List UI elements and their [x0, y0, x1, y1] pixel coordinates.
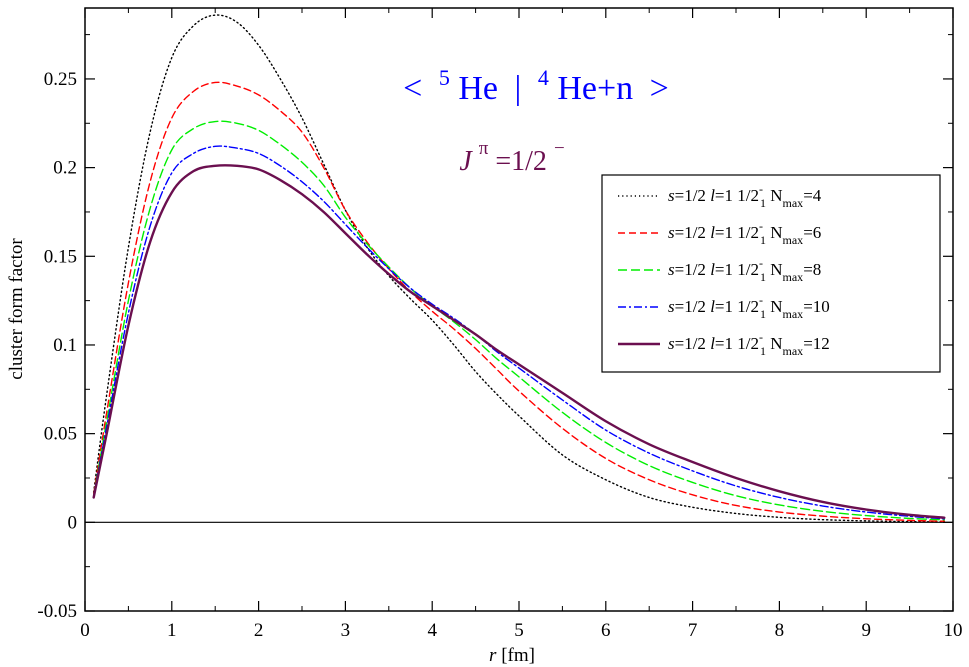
- x-tick-label: 6: [601, 620, 611, 641]
- x-tick-label: 2: [254, 620, 264, 641]
- x-tick-label: 9: [861, 620, 871, 641]
- x-axis-title: r [fm]: [489, 645, 535, 666]
- title-separator: |: [515, 70, 522, 107]
- x-tick-label: 0: [80, 620, 90, 641]
- y-axis-title: cluster form factor: [6, 238, 27, 380]
- y-tick-label: 0.25: [44, 69, 77, 90]
- chart-title: < 5 He | 4 He+n >: [403, 56, 669, 107]
- y-tick-label: 0.15: [44, 246, 77, 267]
- series-line-nmax-4: [92, 14, 946, 523]
- chart-subtitle: J π =1/2 −: [459, 130, 564, 177]
- x-tick-label: 4: [427, 620, 437, 641]
- x-axis-unit: [fm]: [496, 645, 535, 666]
- y-tick-label: 0.1: [53, 335, 77, 356]
- x-tick-label: 5: [514, 620, 524, 641]
- x-tick-label: 7: [688, 620, 698, 641]
- y-tick-label: 0.05: [44, 424, 77, 445]
- title-nucleus-a: He: [458, 70, 498, 107]
- y-tick-label: 0.2: [53, 158, 77, 179]
- series-line-nmax-6: [92, 81, 946, 522]
- x-tick-label: 3: [341, 620, 351, 641]
- title-open-bracket: <: [403, 70, 422, 107]
- subtitle-value-sign: −: [554, 138, 565, 159]
- subtitle-parity: π: [479, 138, 489, 159]
- title-nucleus-b: He+n: [557, 70, 633, 107]
- legend-entry-label: s=1/2 l=1 1/2-1 Nmax=10: [668, 293, 830, 321]
- y-tick-label: -0.05: [37, 601, 77, 622]
- legend-entry-label: s=1/2 l=1 1/2-1 Nmax=4: [668, 182, 822, 210]
- legend-entry-label: s=1/2 l=1 1/2-1 Nmax=6: [668, 219, 821, 247]
- title-mass-number-b: 4: [538, 65, 549, 90]
- legend-entry-label: s=1/2 l=1 1/2-1 Nmax=8: [668, 256, 821, 284]
- legend: s=1/2 l=1 1/2-1 Nmax=4 s=1/2 l=1 1/2-1 Nm…: [601, 174, 941, 373]
- title-mass-number-a: 5: [439, 65, 450, 90]
- x-tick-label: 1: [167, 620, 177, 641]
- legend-entry-label: s=1/2 l=1 1/2-1 Nmax=12: [668, 330, 830, 358]
- legend-box: [601, 174, 941, 373]
- series-line-nmax-12: [92, 164, 946, 519]
- x-tick-label: 8: [775, 620, 785, 641]
- series-line-nmax-10: [92, 145, 946, 520]
- x-tick-label: 10: [944, 620, 963, 641]
- title-close-bracket: >: [650, 70, 669, 107]
- y-tick-label: 0: [68, 512, 78, 533]
- subtitle-value: =1/2: [495, 146, 547, 177]
- x-axis-variable: r: [489, 645, 497, 666]
- subtitle-symbol: J: [459, 146, 473, 177]
